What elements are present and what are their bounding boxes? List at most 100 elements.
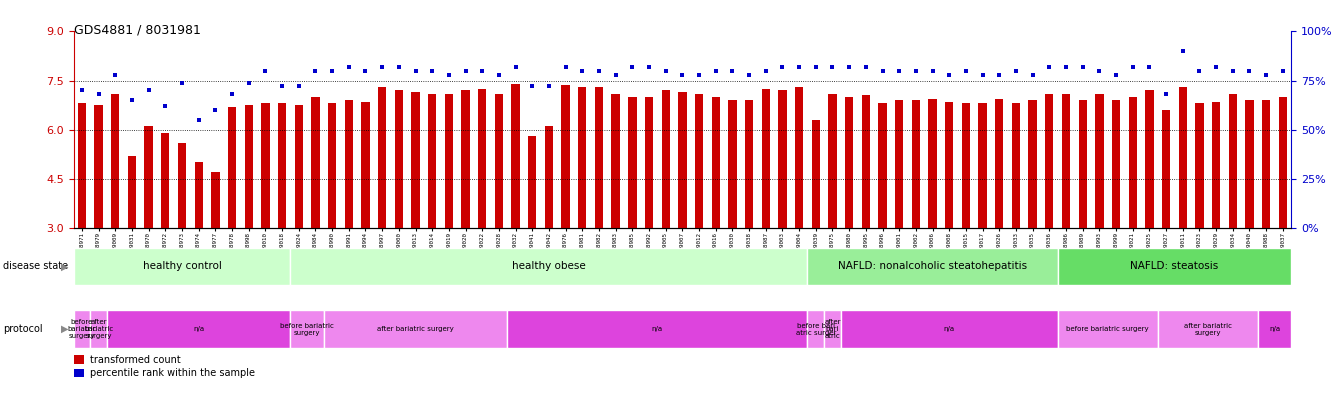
Bar — [779, 90, 787, 228]
Bar — [1057, 310, 1157, 348]
Bar — [211, 172, 219, 228]
Bar — [345, 100, 353, 228]
Point — [1089, 68, 1111, 74]
Bar — [511, 84, 519, 228]
Bar — [128, 156, 136, 228]
Point — [405, 68, 427, 74]
Point — [1038, 64, 1060, 70]
Point — [1005, 68, 1026, 74]
Point — [922, 68, 943, 74]
Point — [288, 83, 309, 90]
Text: after bariatric surgery: after bariatric surgery — [377, 326, 454, 332]
Point — [1105, 72, 1127, 78]
Bar — [824, 310, 840, 348]
Point — [971, 72, 993, 78]
Bar — [1161, 110, 1171, 228]
Point — [138, 87, 159, 94]
Bar — [78, 103, 86, 228]
Point — [1255, 72, 1276, 78]
Point — [788, 64, 809, 70]
Point — [1222, 68, 1243, 74]
Bar — [194, 162, 203, 228]
Point — [1072, 64, 1093, 70]
Bar — [111, 94, 119, 228]
Bar — [328, 103, 336, 228]
Point — [938, 72, 959, 78]
Text: ▶: ▶ — [60, 324, 68, 334]
Bar — [444, 94, 454, 228]
Bar — [74, 310, 90, 348]
Bar — [1112, 100, 1120, 228]
Bar — [507, 310, 807, 348]
Text: protocol: protocol — [3, 324, 43, 334]
Point — [805, 64, 827, 70]
Bar — [929, 99, 937, 228]
Bar — [1012, 103, 1020, 228]
Text: after
bariatric
surgery: after bariatric surgery — [84, 319, 114, 339]
Bar — [895, 100, 903, 228]
Text: healthy obese: healthy obese — [512, 261, 586, 271]
Bar — [562, 86, 570, 228]
Bar — [245, 105, 253, 228]
Point — [455, 68, 476, 74]
Text: before bari
atric surger: before bari atric surger — [796, 323, 836, 336]
Point — [906, 68, 927, 74]
Bar — [628, 97, 637, 228]
Bar — [1145, 90, 1153, 228]
Text: NAFLD: nonalcoholic steatohepatitis: NAFLD: nonalcoholic steatohepatitis — [838, 261, 1028, 271]
Bar — [611, 94, 619, 228]
Bar — [90, 310, 107, 348]
Bar — [911, 100, 921, 228]
Point — [104, 72, 126, 78]
Bar — [1179, 87, 1187, 228]
Bar — [145, 127, 153, 228]
Point — [839, 64, 860, 70]
Text: healthy control: healthy control — [143, 261, 222, 271]
Bar — [862, 95, 870, 228]
Bar — [1062, 94, 1070, 228]
Bar — [878, 103, 887, 228]
Point — [989, 72, 1010, 78]
Bar — [495, 94, 503, 228]
Bar — [661, 90, 670, 228]
Point — [272, 83, 293, 90]
Bar — [812, 120, 820, 228]
Point — [122, 97, 143, 103]
Point — [555, 64, 577, 70]
Point — [589, 68, 610, 74]
Bar — [178, 143, 186, 228]
Point — [1123, 64, 1144, 70]
Text: disease state: disease state — [3, 261, 68, 272]
Bar — [161, 133, 170, 228]
Bar — [294, 105, 302, 228]
Point — [1156, 91, 1177, 97]
Point — [339, 64, 360, 70]
Text: n/a: n/a — [1268, 326, 1280, 332]
Bar — [595, 87, 603, 228]
Text: ▶: ▶ — [60, 261, 68, 272]
Point — [538, 83, 559, 90]
Point — [205, 107, 226, 113]
Bar — [290, 248, 807, 285]
Point — [605, 72, 626, 78]
Point — [171, 79, 193, 86]
Bar — [107, 310, 290, 348]
Point — [955, 68, 977, 74]
Bar — [761, 89, 769, 228]
Point — [421, 68, 443, 74]
Point — [888, 68, 910, 74]
Point — [321, 68, 343, 74]
Point — [822, 64, 843, 70]
Bar — [978, 103, 987, 228]
Bar — [312, 97, 320, 228]
Bar — [1029, 100, 1037, 228]
Bar — [1212, 102, 1220, 228]
Bar — [227, 107, 237, 228]
Point — [71, 87, 92, 94]
Bar — [712, 97, 720, 228]
Bar — [1246, 100, 1254, 228]
Point — [1022, 72, 1044, 78]
Bar — [578, 87, 586, 228]
Bar — [1128, 97, 1137, 228]
Bar — [545, 127, 553, 228]
